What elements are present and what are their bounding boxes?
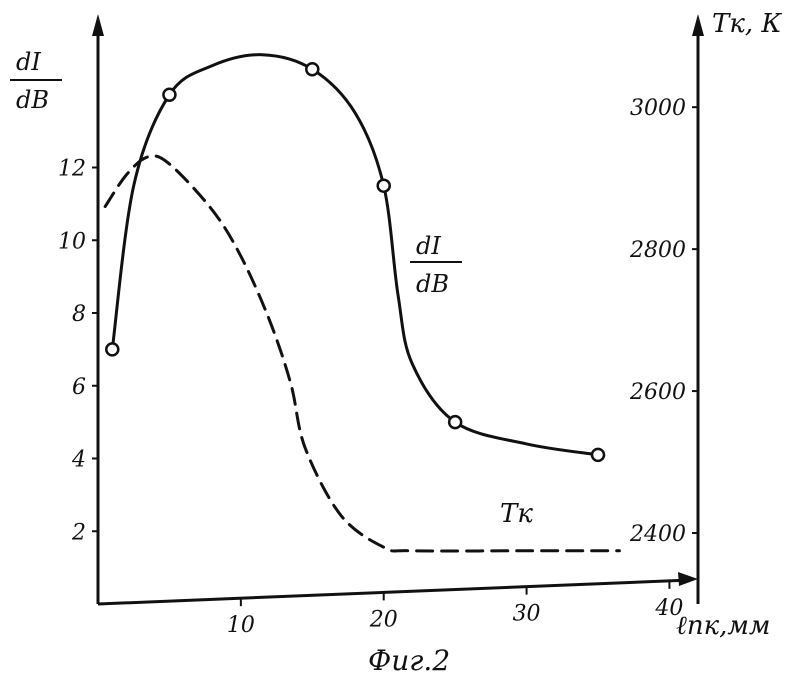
series-line-tk — [105, 156, 619, 551]
x-tick-label: 20 — [369, 607, 398, 632]
series-label-dIdB: dI dB — [410, 232, 462, 298]
data-point — [378, 180, 390, 192]
x-tick-label: 30 — [513, 602, 541, 627]
figure-caption: Фиг.2 — [368, 644, 450, 677]
data-point — [163, 89, 175, 101]
y-left-label: dI dB — [10, 48, 62, 114]
axes — [92, 14, 704, 604]
x-axis-label: ℓпк,мм — [676, 611, 770, 641]
series — [105, 55, 619, 551]
y-right-tick-label: 2800 — [629, 238, 686, 263]
data-point — [306, 63, 318, 75]
y-right-tick-label: 3000 — [630, 96, 686, 121]
series-label-tk: Тк — [500, 499, 533, 529]
ticks: 24681012240026002800300010203040 — [58, 96, 698, 638]
y-axis-left-arrow — [92, 14, 104, 36]
data-point — [106, 343, 118, 355]
data-point — [449, 416, 461, 428]
series-label-numerator: dI — [416, 232, 441, 260]
y-left-tick-label: 8 — [72, 302, 86, 327]
series-label-denominator: dB — [416, 270, 449, 298]
y-left-tick-label: 12 — [58, 157, 86, 182]
y-right-label: Тк, К — [712, 9, 782, 39]
y-axis-right-arrow — [692, 14, 704, 36]
y-right-tick-label: 2400 — [629, 522, 686, 547]
y-left-tick-label: 4 — [71, 448, 86, 473]
data-point — [592, 449, 604, 461]
series-line-dIdB — [112, 55, 598, 455]
y-left-tick-label: 2 — [71, 520, 86, 545]
y-right-tick-label: 2600 — [629, 380, 686, 405]
x-axis-arrow — [678, 572, 698, 586]
x-tick-label: 10 — [227, 613, 255, 638]
y-left-tick-label: 6 — [72, 375, 86, 400]
x-axis — [98, 580, 690, 604]
y-left-tick-label: 10 — [58, 229, 86, 254]
y-left-label-numerator: dI — [16, 48, 41, 76]
y-left-label-denominator: dB — [16, 86, 49, 114]
